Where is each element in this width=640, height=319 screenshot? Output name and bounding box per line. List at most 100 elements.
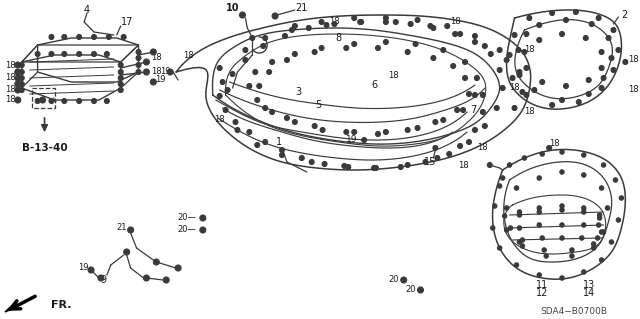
Circle shape — [267, 70, 271, 75]
Circle shape — [515, 263, 518, 267]
Circle shape — [92, 51, 97, 56]
Circle shape — [401, 277, 406, 283]
Circle shape — [200, 215, 206, 221]
Circle shape — [582, 270, 586, 274]
Circle shape — [332, 21, 337, 26]
Circle shape — [352, 130, 356, 135]
Circle shape — [233, 120, 238, 124]
Circle shape — [573, 10, 579, 14]
Circle shape — [582, 223, 586, 227]
Circle shape — [559, 98, 564, 102]
Circle shape — [595, 236, 600, 240]
Circle shape — [517, 70, 522, 75]
Text: FR.: FR. — [51, 300, 72, 310]
Circle shape — [62, 99, 67, 103]
Circle shape — [289, 27, 294, 33]
Text: B-13-40: B-13-40 — [22, 143, 67, 153]
Circle shape — [493, 204, 497, 208]
Circle shape — [372, 166, 376, 170]
Circle shape — [616, 218, 621, 222]
Circle shape — [502, 214, 507, 218]
Circle shape — [417, 287, 424, 293]
Circle shape — [616, 48, 621, 53]
Text: 18: 18 — [5, 85, 15, 94]
Circle shape — [282, 33, 287, 39]
Text: 18: 18 — [477, 144, 488, 152]
Circle shape — [15, 69, 20, 75]
Circle shape — [508, 163, 512, 167]
Circle shape — [136, 56, 141, 61]
Circle shape — [520, 90, 525, 94]
Circle shape — [383, 40, 388, 44]
Circle shape — [517, 226, 522, 230]
Circle shape — [599, 85, 604, 91]
Circle shape — [544, 254, 548, 258]
Circle shape — [597, 216, 602, 220]
Circle shape — [504, 57, 509, 63]
Circle shape — [472, 40, 477, 44]
Circle shape — [563, 18, 568, 23]
Circle shape — [344, 130, 349, 135]
Circle shape — [537, 23, 541, 27]
Circle shape — [243, 57, 248, 63]
Circle shape — [257, 84, 262, 88]
Text: 18: 18 — [388, 70, 399, 79]
Circle shape — [150, 79, 156, 85]
Circle shape — [582, 153, 586, 157]
Circle shape — [358, 19, 364, 25]
Circle shape — [247, 130, 252, 135]
Circle shape — [143, 69, 149, 75]
Circle shape — [262, 106, 268, 110]
Circle shape — [601, 76, 606, 80]
Circle shape — [309, 160, 314, 165]
Circle shape — [40, 97, 45, 103]
Circle shape — [582, 173, 586, 177]
Circle shape — [136, 49, 141, 55]
Circle shape — [239, 12, 245, 18]
Circle shape — [463, 76, 467, 80]
Circle shape — [452, 32, 458, 36]
Circle shape — [547, 145, 552, 151]
Circle shape — [467, 92, 472, 97]
Circle shape — [344, 46, 349, 50]
Text: 8: 8 — [335, 33, 342, 43]
Circle shape — [284, 57, 289, 63]
Circle shape — [596, 223, 601, 227]
Circle shape — [269, 109, 275, 115]
Circle shape — [19, 87, 24, 93]
Circle shape — [591, 246, 596, 250]
Circle shape — [447, 152, 452, 157]
Circle shape — [280, 152, 284, 158]
Circle shape — [143, 275, 149, 281]
Circle shape — [483, 43, 487, 48]
Circle shape — [550, 11, 555, 16]
Text: 18: 18 — [509, 84, 520, 93]
Circle shape — [583, 35, 588, 41]
Circle shape — [550, 102, 555, 108]
Circle shape — [342, 164, 347, 168]
Text: 18: 18 — [524, 46, 534, 55]
Circle shape — [405, 162, 410, 167]
Text: 3: 3 — [296, 87, 302, 97]
Circle shape — [143, 59, 149, 65]
Circle shape — [92, 34, 97, 40]
Circle shape — [560, 276, 564, 280]
Text: 4: 4 — [84, 5, 90, 15]
Circle shape — [319, 46, 324, 50]
Circle shape — [472, 128, 477, 132]
Circle shape — [292, 51, 298, 56]
Circle shape — [19, 70, 24, 75]
Circle shape — [415, 18, 420, 23]
Text: 18: 18 — [5, 73, 15, 83]
Circle shape — [517, 72, 522, 78]
Circle shape — [586, 92, 591, 97]
Circle shape — [563, 84, 568, 88]
Text: 14: 14 — [582, 288, 595, 298]
Circle shape — [175, 265, 181, 271]
Text: 18: 18 — [458, 160, 468, 169]
Text: 18: 18 — [5, 95, 15, 105]
Circle shape — [580, 236, 584, 240]
Circle shape — [247, 84, 252, 88]
Circle shape — [383, 130, 388, 135]
Circle shape — [260, 43, 266, 48]
